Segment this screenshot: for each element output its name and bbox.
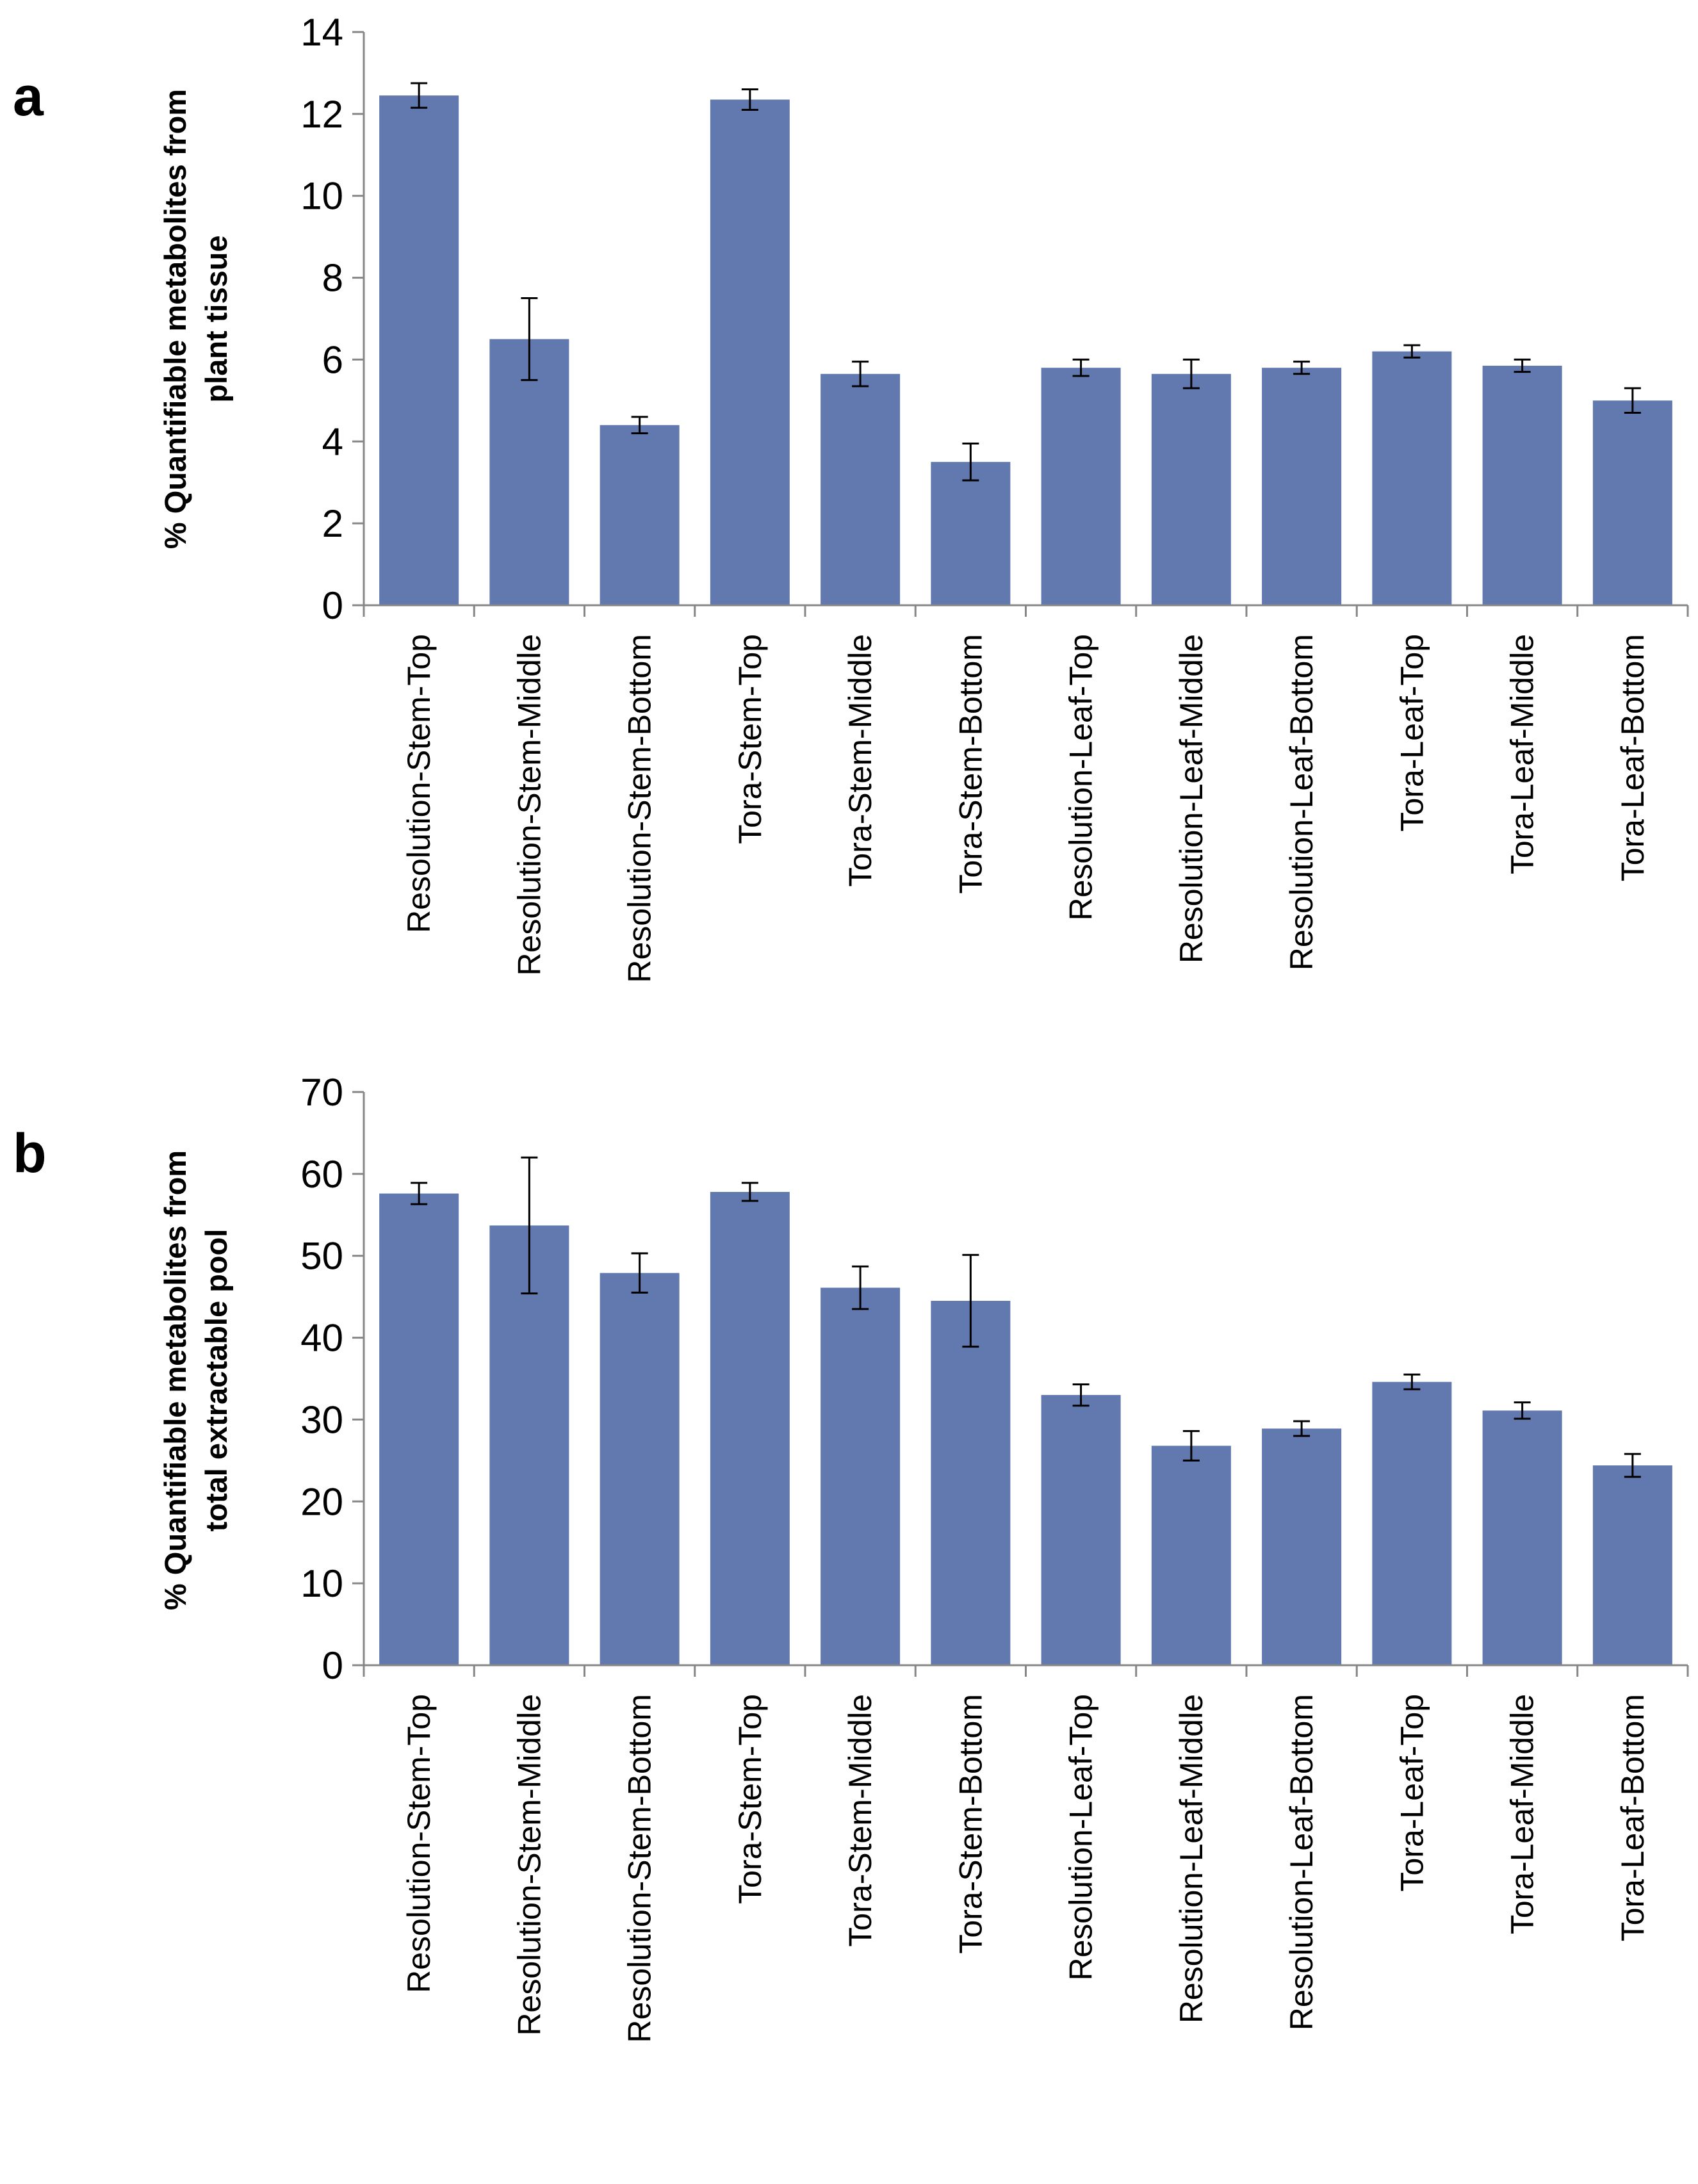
y-tick-label: 10 [300, 175, 343, 218]
bar [1262, 1428, 1342, 1665]
y-tick-label: 30 [300, 1398, 343, 1441]
panel-label: a [13, 66, 44, 127]
y-tick-label: 14 [300, 11, 343, 54]
y-tick-label: 0 [322, 584, 343, 627]
y-axis-title-line: total extractable pool [199, 1229, 233, 1532]
y-tick-label: 12 [300, 93, 343, 136]
x-tick-label: Tora-Stem-Top [732, 634, 768, 844]
y-tick-label: 2 [322, 502, 343, 545]
x-tick-label: Resolution-Leaf-Top [1063, 634, 1099, 921]
bar [1151, 1446, 1231, 1665]
y-tick-label: 20 [300, 1480, 343, 1523]
y-axis-title-line: plant tissue [199, 235, 233, 402]
bar [1592, 400, 1672, 605]
x-tick-label: Resolution-Stem-Bottom [622, 1694, 658, 2043]
bar [931, 1301, 1011, 1665]
x-tick-label: Tora-Leaf-Bottom [1615, 1694, 1651, 1941]
y-axis-title: % Quantifiable metabolites from plant tis… [158, 89, 233, 549]
x-tick-label: Tora-Stem-Top [732, 1694, 768, 1904]
bar [1482, 366, 1562, 605]
x-tick-label: Resolution-Stem-Bottom [622, 634, 658, 983]
x-tick-label: Resolution-Stem-Middle [511, 634, 547, 976]
y-tick-label: 8 [322, 257, 343, 300]
bar [931, 462, 1011, 605]
bar [600, 1273, 680, 1665]
bar [820, 1287, 901, 1665]
y-tick-label: 0 [322, 1644, 343, 1687]
y-tick-label: 4 [322, 420, 343, 463]
x-tick-label: Resolution-Leaf-Middle [1173, 1694, 1209, 2023]
panel-label: b [13, 1123, 47, 1184]
bar [820, 373, 901, 605]
y-tick-label: 6 [322, 338, 343, 381]
x-tick-label: Tora-Leaf-Middle [1505, 634, 1540, 874]
y-tick-label: 70 [300, 1071, 343, 1114]
x-tick-label: Tora-Stem-Middle [842, 1694, 878, 1947]
x-tick-label: Tora-Leaf-Top [1394, 634, 1430, 832]
y-tick-label: 10 [300, 1562, 343, 1605]
bar [1372, 351, 1452, 605]
y-axis-title-line: % Quantifiable metabolites from [158, 89, 192, 549]
x-tick-label: Tora-Leaf-Middle [1505, 1694, 1540, 1934]
bar [489, 1225, 569, 1665]
panel-a-chart: a % Quantifiable metabolites from plant ti… [13, 11, 1689, 983]
bar [489, 339, 569, 605]
bar [1372, 1381, 1452, 1665]
bar [710, 1191, 790, 1665]
bar [1262, 368, 1342, 605]
bar [710, 99, 790, 605]
panel-b-chart: b % Quantifiable metabolites from total ex… [13, 1071, 1689, 2043]
y-axis-title: % Quantifiable metabolites from total ext… [158, 1150, 233, 1610]
x-tick-label: Tora-Stem-Middle [842, 634, 878, 887]
x-tick-label: Tora-Leaf-Bottom [1615, 634, 1651, 881]
x-tick-label: Resolution-Leaf-Middle [1173, 634, 1209, 963]
x-tick-label: Resolution-Leaf-Bottom [1284, 1694, 1319, 2030]
bar [1041, 368, 1121, 605]
x-tick-label: Tora-Stem-Bottom [952, 1694, 988, 1954]
y-axis-title-line: % Quantifiable metabolites from [158, 1150, 192, 1610]
bar [1592, 1465, 1672, 1665]
bar [1482, 1410, 1562, 1665]
y-tick-label: 60 [300, 1153, 343, 1196]
bar [379, 1193, 459, 1665]
x-tick-label: Tora-Stem-Bottom [952, 634, 988, 894]
x-tick-label: Tora-Leaf-Top [1394, 1694, 1430, 1892]
x-tick-label: Resolution-Stem-Top [401, 634, 437, 933]
bar [600, 425, 680, 605]
y-tick-label: 50 [300, 1235, 343, 1278]
x-tick-label: Resolution-Stem-Middle [511, 1694, 547, 2036]
bar [379, 95, 459, 605]
x-tick-label: Resolution-Leaf-Top [1063, 1694, 1099, 1981]
bar [1041, 1395, 1121, 1665]
bar [1151, 373, 1231, 605]
y-tick-label: 40 [300, 1317, 343, 1360]
x-tick-label: Resolution-Leaf-Bottom [1284, 634, 1319, 970]
x-tick-label: Resolution-Stem-Top [401, 1694, 437, 1993]
